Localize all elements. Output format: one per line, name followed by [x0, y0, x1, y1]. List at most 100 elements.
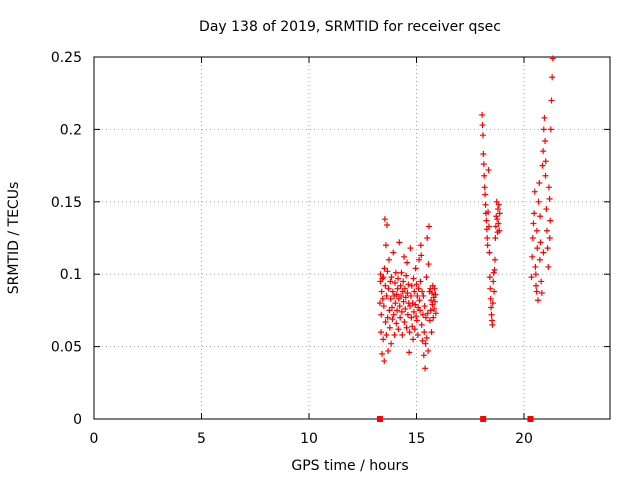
- chart-title: Day 138 of 2019, SRMTID for receiver qse…: [199, 19, 501, 35]
- data-point: [413, 281, 420, 288]
- data-point: [423, 274, 430, 281]
- data-point: [542, 137, 549, 144]
- data-point: [391, 332, 398, 339]
- data-point: [382, 242, 389, 249]
- data-point: [492, 235, 499, 241]
- data-point: [537, 213, 544, 220]
- data-point: [417, 242, 424, 249]
- data-point: [479, 122, 486, 129]
- data-point: [398, 269, 405, 276]
- data-point: [419, 337, 426, 344]
- data-point: [532, 271, 539, 278]
- data-point: [378, 311, 385, 318]
- data-point: [406, 329, 413, 336]
- data-point: [380, 303, 387, 310]
- data-point: [491, 266, 498, 273]
- data-point: [392, 269, 399, 276]
- data-point: [390, 249, 397, 256]
- data-point: [394, 307, 401, 314]
- data-point: [543, 206, 550, 213]
- data-point: [422, 365, 429, 372]
- data-point: [383, 332, 390, 339]
- data-point: [412, 265, 419, 272]
- data-point: [410, 336, 417, 343]
- data-point: [422, 340, 429, 347]
- data-point: [531, 188, 538, 195]
- data-point: [529, 235, 536, 241]
- data-point: [431, 285, 438, 292]
- data-point: [491, 288, 498, 295]
- data-point: [482, 191, 489, 198]
- data-point: [426, 317, 433, 324]
- data-point: [487, 285, 494, 292]
- data-point: [404, 259, 411, 266]
- data-point: [408, 282, 415, 289]
- data-point: [425, 223, 432, 230]
- data-point: [496, 210, 503, 217]
- data-point: [485, 166, 492, 173]
- data-point: [432, 291, 439, 298]
- data-point: [418, 252, 425, 259]
- data-point: [427, 307, 434, 314]
- data-point: [541, 114, 548, 121]
- data-point: [483, 217, 490, 224]
- data-point: [547, 217, 554, 224]
- data-point: [421, 303, 428, 310]
- data-point: [540, 148, 547, 155]
- data-point: [482, 201, 489, 208]
- data-point: [407, 245, 414, 252]
- flag-marker: [527, 416, 534, 422]
- data-point: [493, 213, 500, 220]
- data-point: [549, 74, 556, 81]
- data-point: [388, 340, 395, 347]
- x-tick-label: 20: [515, 431, 533, 447]
- data-point: [494, 206, 501, 213]
- data-point: [531, 210, 538, 217]
- data-point: [539, 162, 546, 169]
- data-point: [489, 321, 496, 328]
- data-point: [414, 292, 421, 299]
- x-tick-label: 5: [197, 431, 206, 447]
- data-point: [485, 223, 492, 230]
- data-point: [495, 220, 502, 227]
- data-point: [388, 274, 395, 281]
- data-point: [489, 300, 496, 307]
- data-point: [546, 195, 553, 202]
- data-point: [392, 279, 398, 286]
- data-point: [537, 239, 544, 246]
- data-point: [397, 314, 404, 321]
- data-point: [414, 332, 421, 339]
- data-point: [396, 239, 403, 246]
- data-point: [389, 316, 396, 323]
- data-point: [538, 290, 545, 297]
- data-point: [488, 304, 495, 311]
- data-point: [544, 227, 551, 234]
- data-point: [423, 334, 430, 341]
- data-point: [396, 303, 403, 310]
- y-tick-labels: 0 0.05 0.1 0.15 0.2 0.25: [51, 50, 82, 428]
- data-point: [416, 256, 423, 263]
- data-point: [545, 263, 552, 270]
- data-point: [428, 329, 435, 336]
- x-axis-label: GPS time / hours: [291, 458, 408, 474]
- plot-frame: [93, 56, 611, 420]
- flag-markers: [376, 416, 534, 422]
- y-tick-label: 0: [73, 412, 82, 428]
- data-point: [549, 55, 556, 62]
- data-point: [533, 288, 540, 295]
- flag-marker: [376, 416, 383, 422]
- data-point: [419, 311, 426, 318]
- data-point: [428, 290, 435, 297]
- data-point: [536, 179, 543, 186]
- data-point: [416, 297, 423, 304]
- data-point: [378, 288, 385, 295]
- data-point: [401, 318, 408, 325]
- data-point: [381, 216, 388, 223]
- data-point: [413, 317, 420, 324]
- data-point: [404, 290, 411, 297]
- data-point: [538, 278, 545, 285]
- data-point: [488, 311, 495, 318]
- data-point: [413, 313, 420, 320]
- data-point: [487, 295, 494, 302]
